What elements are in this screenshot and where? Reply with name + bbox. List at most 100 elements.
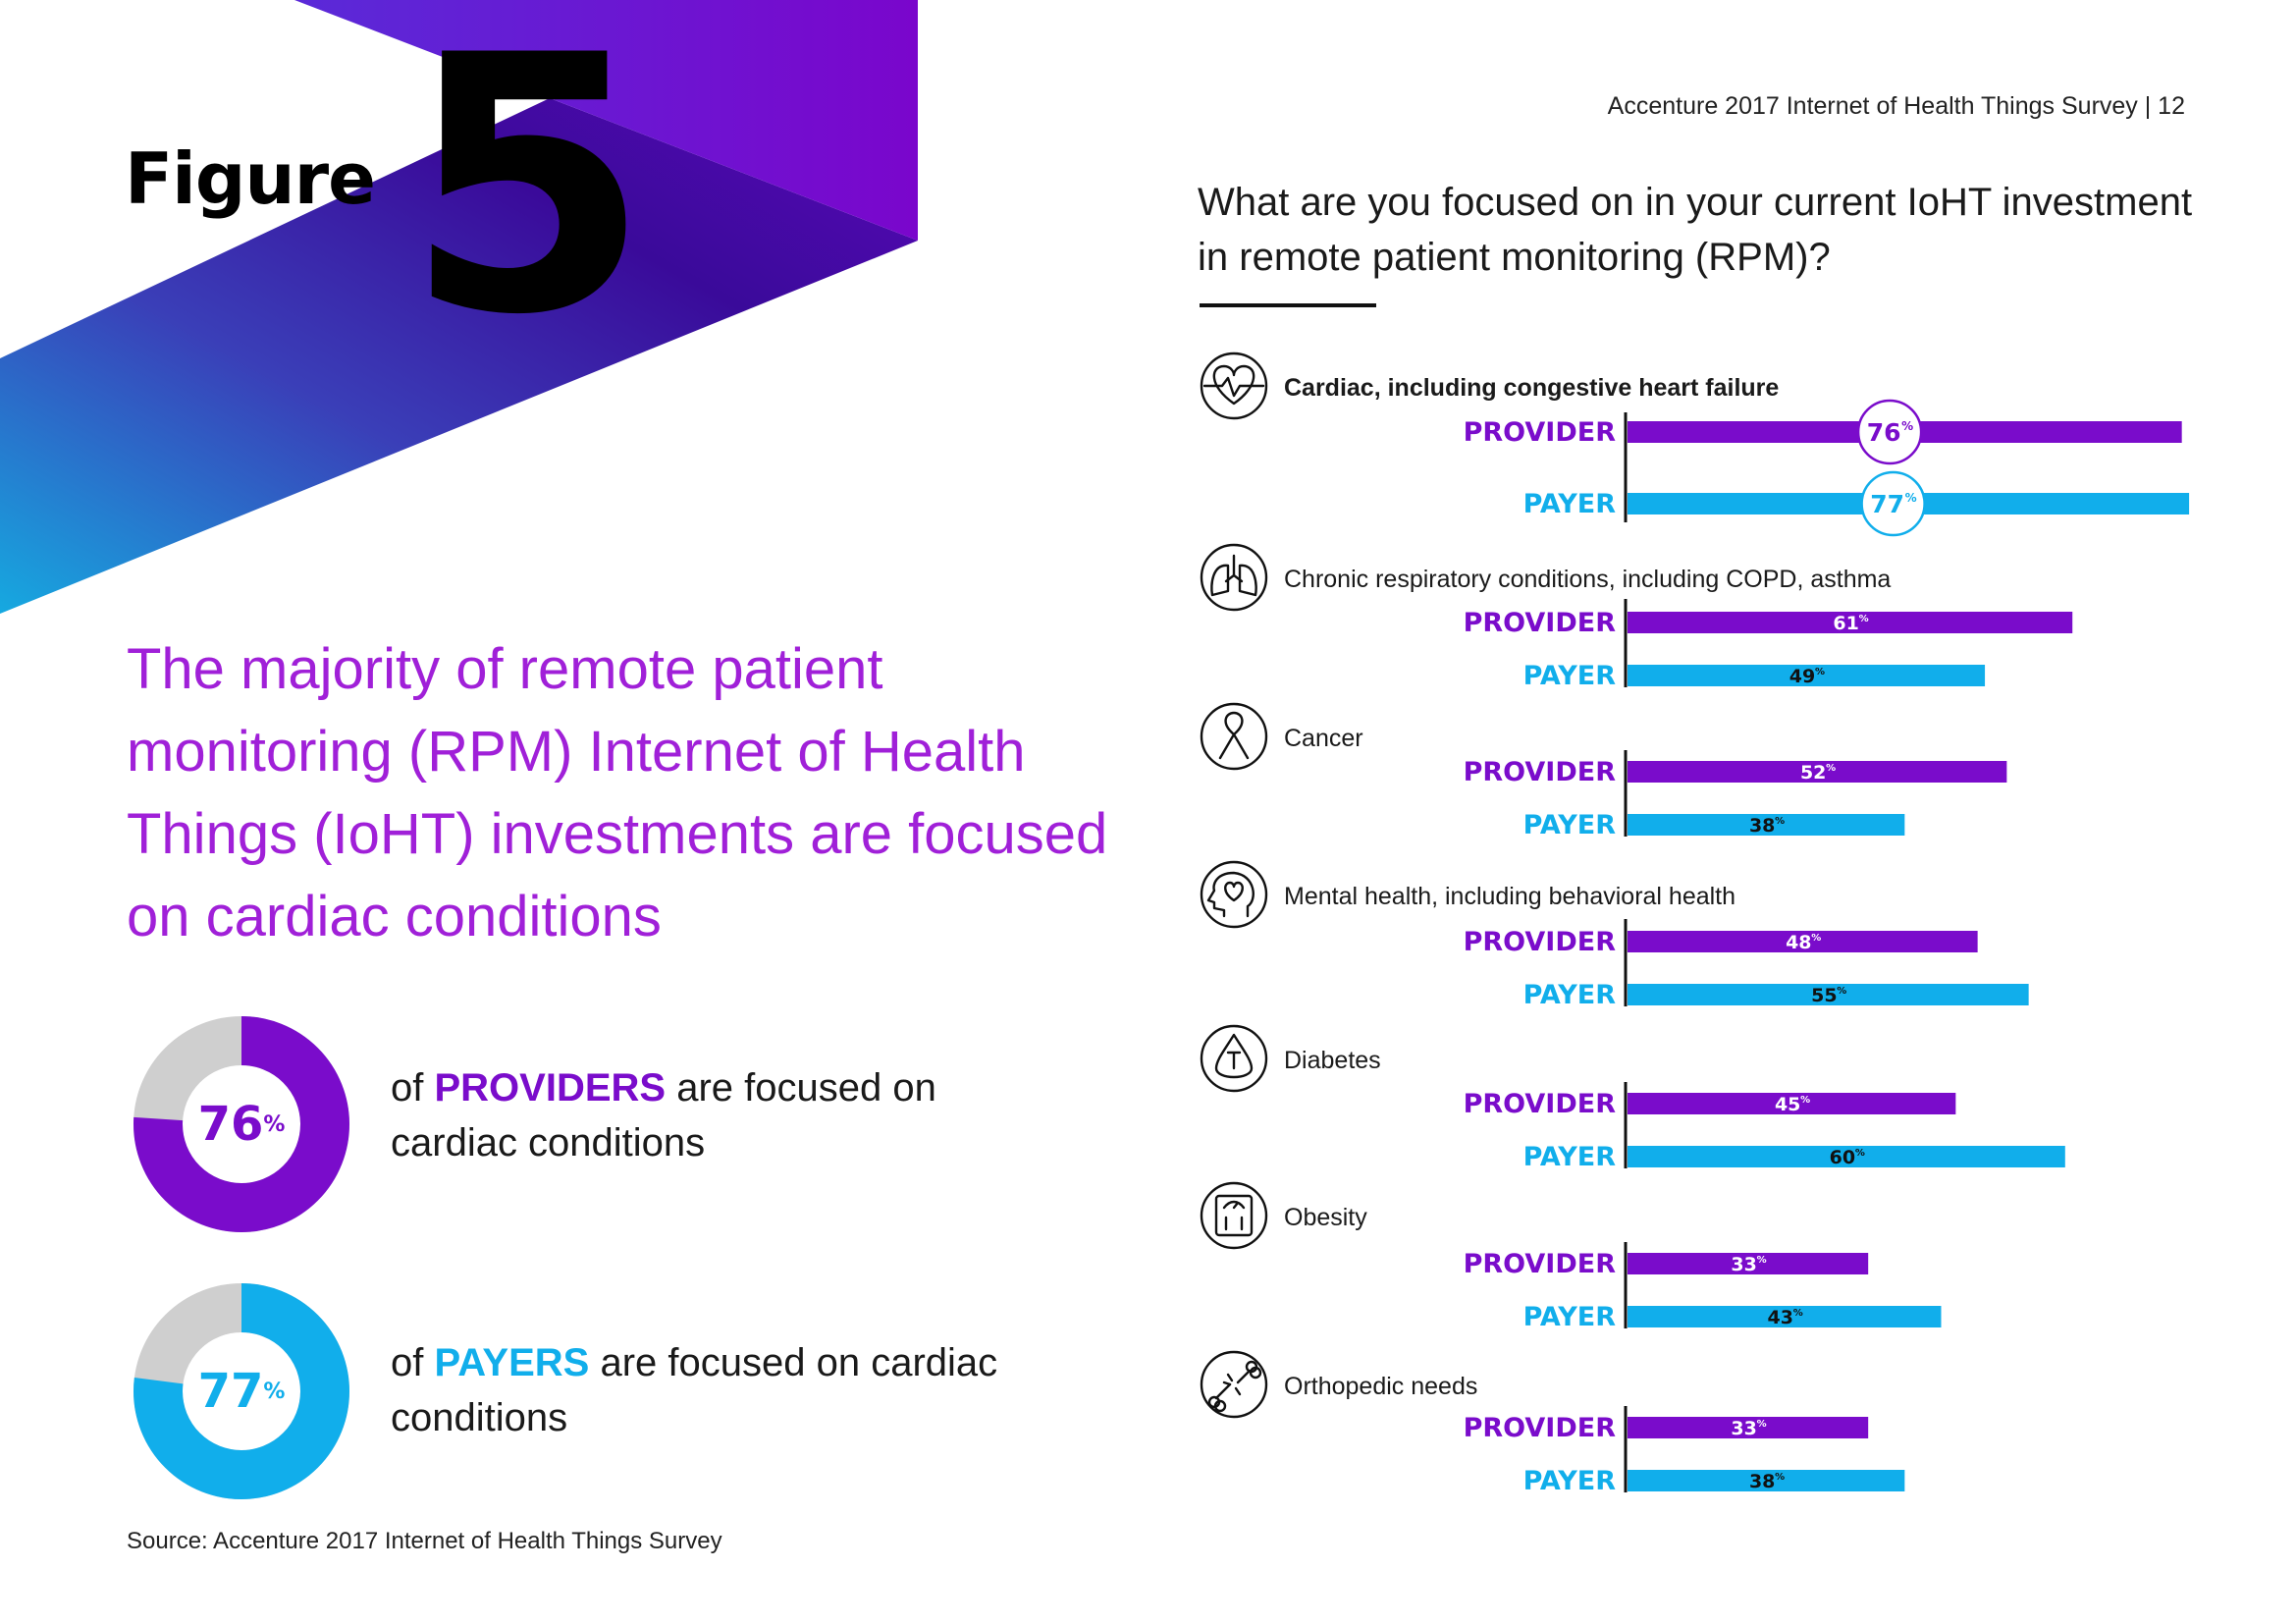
payer-series-label: PAYER [1523,980,1617,1010]
payer-value-unit: % [1855,1148,1865,1159]
provider-value-unit: % [1901,419,1913,433]
trachea [1224,554,1244,583]
drop-shape [1214,1033,1254,1079]
small-heart [1224,881,1244,902]
ribbon-icon [1200,702,1268,771]
provider-stat-post: are focused on cardiac conditions [391,1066,936,1164]
provider-series-label: PROVIDER [1464,1089,1617,1119]
figure-number: 5 [404,0,650,392]
provider-donut [133,1016,349,1232]
scale-feet [1224,1216,1244,1231]
payer-series-label: PAYER [1523,661,1617,691]
payer-value-label: 55 [1811,985,1837,1006]
payer-donut-value: 77 [197,1364,264,1419]
pulse-line [1202,376,1265,398]
payer-value-label: 60 [1830,1147,1855,1168]
provider-series-label: PROVIDER [1464,608,1617,638]
icon-ring [1200,543,1268,612]
provider-donut-value: 76 [197,1097,264,1152]
bone-end [1213,1399,1227,1413]
payer-value-unit: % [1775,816,1785,827]
provider-value-label: 33 [1731,1254,1756,1275]
provider-stat-pre: of [391,1066,435,1110]
payer-value-unit: % [1905,491,1917,505]
payer-bar [1628,814,1905,836]
bone-end [1207,1395,1221,1409]
provider-stat-strong: PROVIDERS [434,1066,667,1110]
scale-icon [1200,1181,1268,1250]
icon-ring [1200,1024,1268,1093]
question-underline [1200,303,1376,307]
scale-dial [1222,1200,1246,1210]
bone-end [1245,1360,1258,1374]
ribbon-shape [1218,711,1250,760]
payer-value-label: 43 [1768,1307,1793,1328]
provider-value-label: 45 [1775,1094,1800,1115]
provider-bar [1628,421,2182,443]
provider-value-badge [1856,399,1923,465]
provider-value-unit: % [1757,1419,1767,1430]
payer-donut-label: 77% [129,1278,354,1504]
page-header-reference: Accenture 2017 Internet of Health Things… [1607,92,2185,120]
figure-label: Figure [125,137,376,220]
payer-value-unit: % [1837,986,1846,997]
provider-donut-unit: % [263,1111,286,1137]
lungs-icon [1200,543,1268,612]
payer-value-label: 38 [1749,815,1775,837]
provider-bar [1628,612,2073,633]
provider-series-label: PROVIDER [1464,757,1617,787]
icon-ring [1200,1350,1268,1419]
icon-ring [1200,352,1268,420]
left-lung [1210,564,1230,597]
provider-bar [1628,761,2007,783]
figure-banner [0,0,918,614]
provider-series-label: PROVIDER [1464,927,1617,957]
payer-value-unit: % [1775,1472,1785,1483]
payer-donut [133,1283,349,1499]
payer-donut-arc [133,1283,349,1499]
blood-drop-icon [1200,1024,1268,1093]
provider-value-unit: % [1800,1095,1810,1106]
payer-value-unit: % [1793,1308,1803,1319]
category-label: Cardiac, including congestive heart fail… [1284,374,1779,402]
source-note: Source: Accenture 2017 Internet of Healt… [127,1528,722,1554]
provider-bar [1628,1417,1869,1438]
icon-ring [1200,702,1268,771]
payer-series-label: PAYER [1523,1142,1617,1172]
icon-ring [1200,860,1268,929]
category-label: Orthopedic needs [1284,1373,1477,1400]
category-label: Obesity [1284,1204,1367,1231]
provider-series-label: PROVIDER [1464,1249,1617,1279]
provider-value-label: 61 [1833,613,1858,634]
payer-value-unit: % [1815,667,1825,677]
provider-series-label: PROVIDER [1464,417,1617,448]
bone-icon [1200,1350,1268,1419]
chart-question: What are you focused on in your current … [1198,181,2193,279]
heart-icon [1200,352,1268,420]
head-profile [1206,871,1255,918]
provider-stat-text: of PROVIDERS are focused on cardiac cond… [391,1060,1019,1170]
category-label: Cancer [1284,725,1363,752]
provider-value-unit: % [1757,1255,1767,1266]
payer-bar [1628,665,1986,686]
heart-shape [1212,364,1255,406]
provider-bar [1628,1253,1869,1274]
drop-mark [1226,1051,1242,1070]
payer-stat-strong: PAYERS [434,1341,590,1384]
payer-stat-post: are focused on cardiac conditions [391,1341,998,1439]
payer-series-label: PAYER [1523,489,1617,519]
provider-value-label: 52 [1800,762,1826,784]
payer-series-label: PAYER [1523,1466,1617,1496]
head-heart-icon [1200,860,1268,929]
payer-bar [1628,1306,1942,1327]
icon-ring [1200,1181,1268,1250]
right-lung [1238,564,1257,597]
payer-value-badge [1860,470,1926,537]
category-label: Diabetes [1284,1047,1381,1074]
payer-value-label: 77 [1870,490,1904,518]
provider-series-label: PROVIDER [1464,1413,1617,1443]
payer-bar [1628,984,2029,1005]
payer-value-label: 49 [1789,666,1815,687]
payer-series-label: PAYER [1523,1302,1617,1332]
provider-bar [1628,931,1978,952]
